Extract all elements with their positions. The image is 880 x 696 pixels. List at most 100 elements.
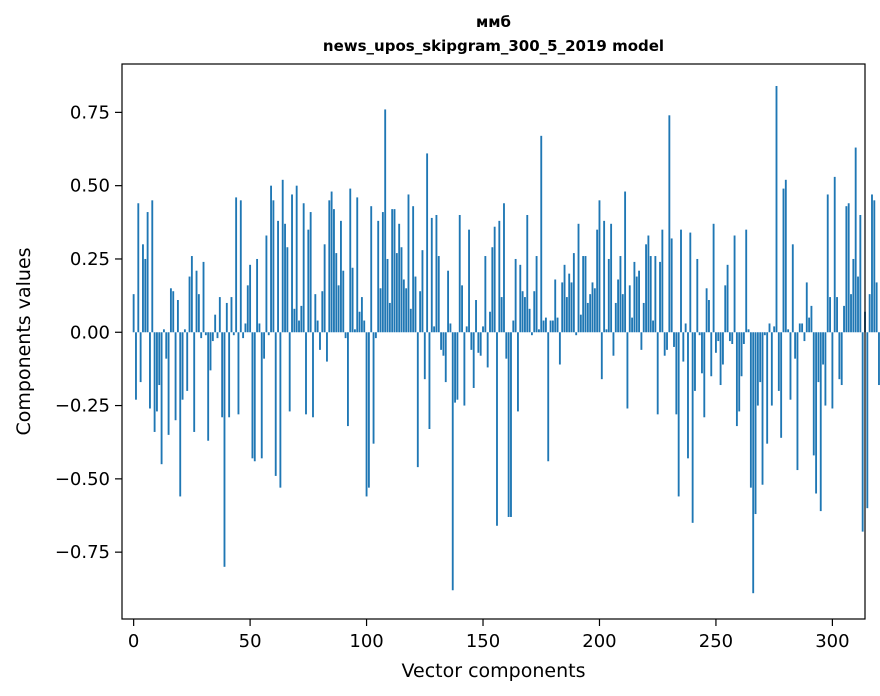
y-axis-ticks: −0.75 −0.50 −0.25 0.00 0.25 0.50 0.75 — [55, 102, 122, 563]
bar — [866, 332, 869, 509]
bar — [528, 308, 531, 333]
bar — [812, 332, 815, 456]
bar — [582, 256, 585, 333]
bar — [356, 197, 359, 333]
bar — [624, 191, 627, 333]
bar — [279, 332, 282, 488]
bar — [323, 244, 326, 333]
bar — [656, 332, 659, 415]
bar — [228, 332, 231, 418]
bar — [789, 332, 792, 400]
bar — [710, 332, 713, 377]
x-axis-label: Vector components — [402, 660, 586, 682]
bar — [600, 332, 603, 380]
bar — [770, 332, 773, 406]
bar — [395, 253, 398, 333]
y-tick-label: 0.50 — [70, 176, 110, 197]
bar — [689, 232, 692, 333]
bar — [614, 302, 617, 333]
bar — [468, 229, 470, 333]
bar — [703, 332, 706, 418]
bar — [267, 332, 270, 336]
bar — [381, 212, 384, 333]
bar — [211, 332, 214, 342]
bar — [447, 270, 450, 333]
bar — [458, 214, 461, 333]
bar — [728, 332, 731, 342]
bar — [405, 288, 408, 333]
bar — [512, 320, 515, 333]
bar — [619, 256, 622, 333]
bar — [803, 332, 806, 342]
bar — [391, 209, 394, 333]
bar — [531, 332, 533, 336]
bar — [817, 332, 820, 383]
bar — [183, 329, 186, 333]
bar — [503, 203, 505, 333]
bar — [151, 200, 154, 333]
bar — [237, 332, 240, 415]
bar — [824, 332, 827, 406]
bar — [239, 200, 242, 333]
bar — [263, 332, 266, 359]
bar — [293, 308, 296, 333]
bar — [791, 244, 794, 333]
bar — [854, 147, 857, 333]
bar — [850, 294, 852, 333]
bar — [738, 332, 741, 412]
bar — [398, 223, 401, 333]
bar — [498, 220, 501, 333]
bar — [535, 256, 538, 333]
bar — [265, 235, 268, 333]
bar — [204, 332, 207, 336]
bar — [144, 258, 147, 333]
bar — [169, 288, 172, 333]
bar — [829, 297, 831, 333]
bar — [591, 282, 594, 333]
bar — [179, 332, 182, 497]
bar — [295, 185, 298, 333]
bar — [815, 332, 818, 494]
bar — [810, 305, 813, 333]
bar — [407, 194, 410, 333]
bar — [617, 279, 620, 333]
bar — [682, 332, 685, 362]
bar — [491, 247, 494, 333]
bar — [593, 288, 596, 333]
bar — [773, 326, 776, 333]
bar — [176, 300, 179, 333]
bar — [312, 332, 314, 418]
bar — [465, 326, 468, 333]
bar — [514, 258, 517, 333]
bar — [668, 115, 671, 333]
bar — [463, 332, 466, 406]
x-tick-label: 100 — [349, 631, 383, 652]
bar — [505, 332, 508, 359]
bar — [433, 326, 436, 333]
bar — [579, 314, 582, 333]
bar — [353, 329, 356, 333]
bar — [274, 332, 277, 476]
plot-area-frame — [121, 63, 866, 620]
bar — [861, 332, 864, 532]
bar — [761, 332, 764, 485]
bar — [719, 332, 722, 386]
bar — [782, 188, 785, 333]
bar — [333, 209, 335, 333]
bar — [586, 302, 589, 333]
bar — [197, 294, 200, 333]
bar — [246, 285, 249, 333]
bar — [554, 279, 557, 333]
bar — [775, 85, 778, 333]
x-tick-label: 150 — [466, 631, 500, 652]
bar — [635, 276, 638, 333]
bar — [517, 332, 519, 412]
bar — [843, 305, 845, 333]
bar — [139, 332, 142, 383]
bar — [426, 153, 429, 333]
bar — [831, 332, 834, 409]
bar — [482, 326, 484, 333]
bar — [589, 294, 592, 333]
bar — [363, 320, 366, 333]
bar — [319, 332, 321, 350]
